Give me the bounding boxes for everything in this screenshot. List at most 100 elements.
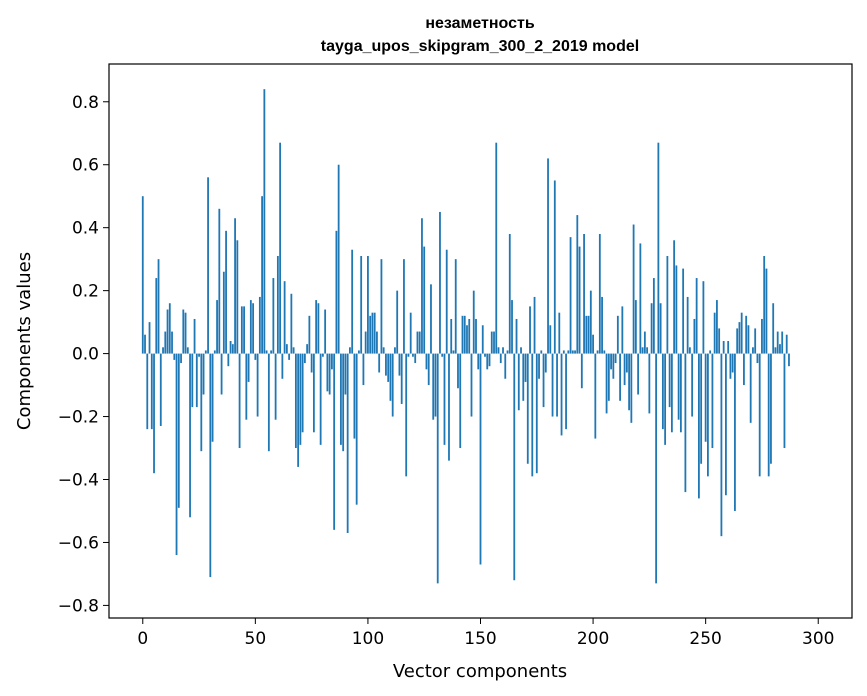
- bar: [540, 350, 543, 354]
- bar: [499, 353, 502, 364]
- bar: [430, 284, 432, 354]
- bar: [709, 350, 712, 354]
- bar: [238, 353, 241, 449]
- bar: [650, 303, 653, 354]
- bar: [333, 353, 336, 530]
- bar: [457, 353, 459, 389]
- x-axis-label: Vector components: [393, 661, 567, 682]
- bar: [195, 353, 198, 408]
- bar: [481, 325, 484, 354]
- bar: [747, 325, 750, 354]
- bar: [677, 353, 680, 420]
- bar: [153, 353, 155, 474]
- bar: [249, 300, 252, 354]
- bar: [470, 353, 473, 417]
- bar: [605, 353, 608, 414]
- bar: [227, 353, 230, 367]
- bar: [362, 353, 365, 386]
- bar: [436, 353, 439, 584]
- bar: [423, 246, 426, 354]
- bar: [576, 215, 579, 354]
- bar: [643, 331, 646, 354]
- bar: [387, 353, 390, 382]
- bar: [517, 353, 520, 411]
- bar: [434, 353, 437, 417]
- bar: [628, 353, 630, 411]
- y-tick-label: −0.4: [58, 471, 99, 491]
- bar: [553, 180, 556, 354]
- bar: [479, 353, 482, 565]
- bar: [529, 306, 531, 354]
- bar: [632, 224, 635, 354]
- bar: [526, 353, 529, 464]
- bar: [421, 218, 423, 354]
- bar: [150, 353, 153, 430]
- bar: [765, 268, 768, 354]
- bar: [218, 208, 221, 354]
- x-tick-label: 150: [464, 629, 496, 649]
- bar: [743, 353, 745, 386]
- y-tick-label: 0.6: [72, 156, 99, 176]
- bar: [616, 315, 619, 354]
- bar: [279, 142, 282, 354]
- bar: [265, 350, 268, 354]
- bar: [596, 350, 599, 354]
- bar: [294, 353, 297, 449]
- bar: [684, 353, 687, 493]
- bar: [736, 328, 739, 354]
- x-tick-label: 0: [137, 629, 148, 649]
- bar: [641, 347, 644, 354]
- bar: [254, 353, 257, 360]
- bar: [783, 353, 786, 449]
- bar: [621, 306, 624, 354]
- bar: [310, 353, 313, 373]
- y-tick-label: 0.8: [72, 93, 99, 113]
- bar: [409, 312, 412, 354]
- y-tick-label: −0.8: [58, 596, 99, 616]
- bar: [414, 353, 417, 364]
- bar: [225, 230, 227, 354]
- chart-title: незаметность: [425, 15, 535, 32]
- bar: [502, 347, 504, 354]
- bar: [585, 315, 588, 354]
- bar: [461, 315, 464, 354]
- bar: [562, 350, 565, 354]
- bar: [679, 353, 682, 433]
- bar: [373, 312, 376, 354]
- bar: [758, 353, 761, 477]
- bar: [380, 259, 383, 354]
- bar: [589, 290, 592, 354]
- bar: [222, 271, 225, 354]
- bar: [207, 177, 209, 354]
- bar: [522, 353, 525, 401]
- bar: [774, 347, 777, 354]
- bar: [351, 249, 354, 354]
- bar: [513, 353, 516, 581]
- bar: [493, 331, 495, 354]
- bar: [193, 318, 196, 354]
- bar: [727, 341, 730, 354]
- bar: [763, 256, 766, 354]
- bar: [466, 325, 468, 354]
- bar: [675, 265, 678, 354]
- bar: [382, 347, 385, 354]
- bar: [326, 353, 329, 392]
- bar: [216, 300, 218, 354]
- bar: [673, 240, 676, 354]
- bar: [443, 353, 446, 445]
- bar: [459, 353, 462, 449]
- bar: [166, 309, 169, 354]
- bar: [448, 353, 450, 461]
- bar: [754, 328, 757, 354]
- bar: [412, 353, 414, 357]
- bar: [281, 353, 284, 379]
- bar: [445, 249, 448, 354]
- bar: [369, 315, 372, 354]
- bar: [488, 353, 491, 367]
- y-axis-ticks: −0.8 −0.6 −0.4 −0.2 0.0 0.2 0.4 0.6 0.8: [58, 93, 109, 616]
- bar: [668, 353, 671, 408]
- bar: [752, 347, 754, 354]
- bar: [376, 331, 378, 354]
- bar: [772, 303, 775, 354]
- bar: [716, 300, 718, 354]
